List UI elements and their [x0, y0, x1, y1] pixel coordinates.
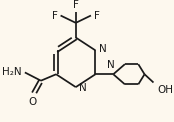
Text: F: F: [73, 0, 79, 10]
Text: H₂N: H₂N: [2, 66, 21, 76]
Text: N: N: [79, 83, 87, 93]
Text: OH: OH: [157, 85, 173, 95]
Text: N: N: [99, 45, 107, 55]
Text: F: F: [52, 10, 58, 20]
Text: O: O: [29, 97, 37, 107]
Text: N: N: [107, 60, 114, 70]
Text: F: F: [94, 10, 100, 20]
